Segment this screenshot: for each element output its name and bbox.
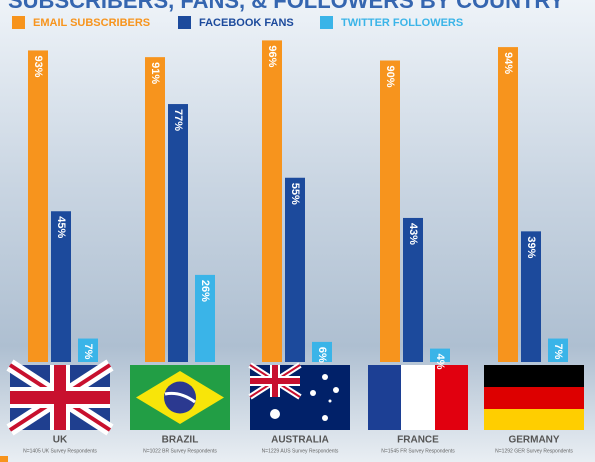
sample-note: N=1229 AUS Survey Respondents — [262, 448, 339, 454]
flag-germany — [484, 365, 584, 430]
value-label: 55% — [289, 183, 301, 205]
value-label: 7% — [552, 344, 564, 360]
country-label: FRANCE — [397, 435, 439, 446]
bar — [521, 231, 541, 362]
bar — [78, 338, 98, 362]
value-label: 94% — [502, 52, 514, 74]
footer-mark — [0, 456, 8, 462]
flag-australia — [248, 362, 350, 430]
value-label: 39% — [525, 236, 537, 258]
value-label: 45% — [55, 216, 67, 238]
bar — [498, 47, 518, 362]
value-label: 6% — [316, 347, 328, 363]
bar — [312, 341, 332, 362]
legend-swatch — [320, 16, 333, 29]
bar — [195, 274, 215, 362]
sample-note: N=1405 UK Survey Respondents — [23, 448, 97, 454]
value-label: 91% — [149, 62, 161, 84]
flag-france — [368, 365, 468, 430]
value-label: 4% — [434, 354, 446, 370]
country-label: UK — [53, 435, 68, 446]
bar — [403, 217, 423, 362]
chart-title: SUBSCRIBERS, FANS, & FOLLOWERS BY COUNTR… — [8, 0, 564, 13]
bar — [51, 211, 71, 362]
country-label: AUSTRALIA — [271, 435, 329, 446]
sample-note: N=1545 FR Survey Respondents — [381, 448, 455, 454]
legend-label: FACEBOOK FANS — [199, 17, 294, 29]
bar — [28, 50, 48, 362]
value-label: 77% — [172, 109, 184, 131]
bar — [548, 338, 568, 362]
legend-swatch — [12, 16, 25, 29]
country-label: GERMANY — [508, 435, 559, 446]
flag-brazil — [130, 365, 230, 430]
value-label: 26% — [199, 280, 211, 302]
country-label: BRAZIL — [162, 435, 199, 446]
legend-swatch — [178, 16, 191, 29]
legend-label: TWITTER FOLLOWERS — [341, 17, 463, 29]
bar — [285, 177, 305, 362]
value-label: 90% — [384, 66, 396, 88]
sample-note: N=1292 GER Survey Respondents — [495, 448, 573, 454]
value-label: 43% — [407, 223, 419, 245]
bar — [380, 60, 400, 362]
value-label: 7% — [82, 344, 94, 360]
flag-uk — [6, 359, 114, 436]
bar — [262, 40, 282, 363]
bar — [168, 104, 188, 363]
value-label: 96% — [266, 45, 278, 67]
legend-label: EMAIL SUBSCRIBERS — [33, 17, 150, 29]
bar — [430, 348, 450, 362]
sample-note: N=1022 BR Survey Respondents — [143, 448, 217, 454]
bar — [145, 57, 165, 363]
value-label: 93% — [32, 55, 44, 77]
